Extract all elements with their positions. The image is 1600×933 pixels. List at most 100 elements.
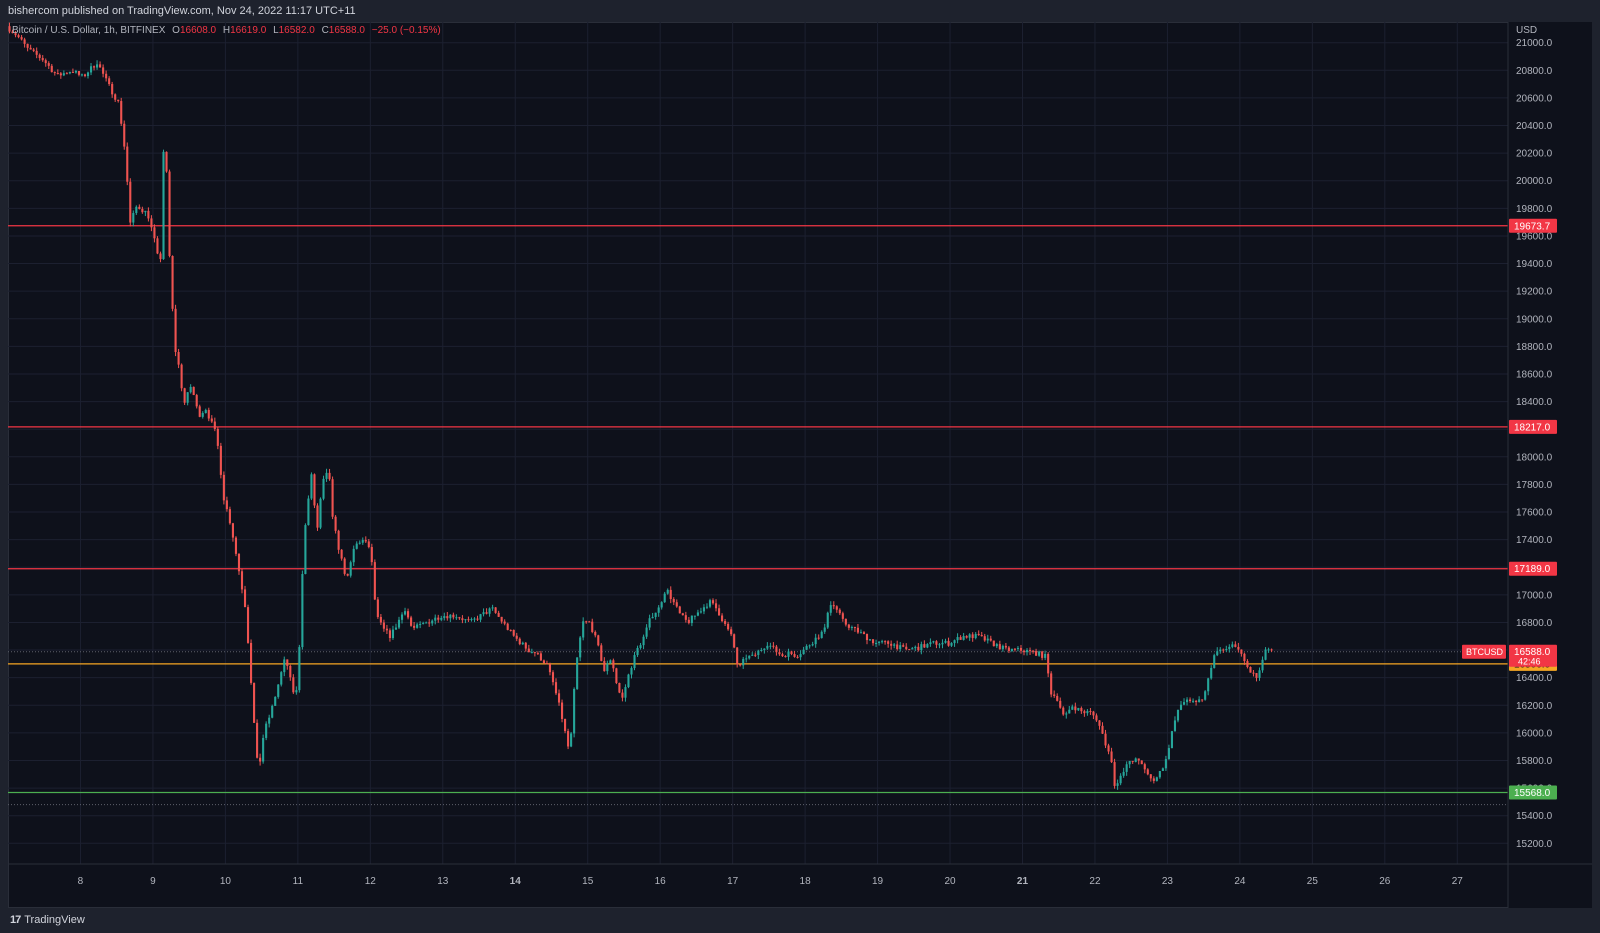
candle-body — [699, 611, 702, 613]
candle-body — [440, 618, 443, 620]
candle-body — [717, 608, 721, 616]
candle-body — [1152, 778, 1155, 781]
candle-body — [1192, 700, 1195, 702]
y-tick-label: 20600.0 — [1516, 93, 1553, 104]
candle-body — [754, 654, 757, 656]
candle-body — [14, 33, 17, 36]
candle-body — [253, 682, 256, 723]
candle-body — [684, 615, 687, 620]
candle-body — [65, 73, 68, 75]
candle-body — [902, 645, 905, 647]
candle-body — [105, 73, 108, 79]
candle-body — [554, 682, 558, 694]
candle-body — [787, 651, 790, 657]
candle-body — [364, 540, 367, 542]
candle-body — [769, 645, 772, 647]
candle-body — [304, 525, 307, 575]
candle-body — [687, 619, 690, 624]
candle-body — [240, 571, 244, 590]
candle-body — [71, 71, 74, 73]
candle-body — [120, 101, 123, 124]
candle-body — [44, 60, 47, 64]
candle-body — [461, 618, 464, 621]
candle-body — [77, 70, 81, 75]
candle-body — [141, 208, 144, 213]
x-tick-label: 17 — [727, 876, 739, 887]
level-labels: 19673.718217.017189.016500.015568.016588… — [1462, 218, 1557, 800]
x-tick-label: 20 — [944, 876, 956, 887]
candle-body — [213, 421, 216, 429]
price-chart[interactable]: USD 21000.0 20800.0 20600.0 20400.0 20200.0 20… — [8, 22, 1592, 908]
candle-body — [234, 537, 238, 554]
candle-body — [597, 635, 600, 646]
candle-body — [1019, 647, 1023, 651]
candle-body — [1116, 783, 1119, 786]
candle-body — [307, 498, 310, 526]
candle-body — [17, 35, 20, 38]
candle-body — [1198, 699, 1201, 703]
candle-body — [355, 543, 358, 549]
candle-body — [485, 612, 488, 614]
y-tick-label: 20400.0 — [1516, 121, 1553, 132]
candle-body — [96, 64, 99, 68]
candle-body — [310, 474, 313, 499]
candle-body — [530, 652, 533, 654]
candle-body — [1131, 760, 1134, 762]
candle-body — [548, 664, 552, 673]
candle-body — [334, 516, 337, 531]
candle-body — [1270, 649, 1273, 651]
candle-body — [736, 647, 739, 665]
y-tick-label: 18000.0 — [1516, 452, 1553, 463]
candle-body — [950, 643, 953, 646]
candle-body — [343, 558, 346, 574]
candle-body — [328, 472, 331, 480]
candle-body — [1231, 644, 1234, 647]
candle-body — [373, 562, 376, 600]
candle-body — [1234, 644, 1237, 647]
candle-body — [621, 692, 624, 698]
y-tick-label: 15800.0 — [1516, 756, 1553, 767]
candle-body — [878, 641, 881, 643]
candle-body — [216, 428, 219, 446]
candle-body — [1204, 691, 1207, 700]
candle-body — [410, 617, 413, 626]
candle-body — [567, 731, 570, 747]
candle-body — [189, 386, 192, 393]
candle-body — [1246, 661, 1249, 667]
candle-body — [265, 723, 268, 738]
candle-body — [551, 672, 555, 683]
candle-body — [1098, 720, 1101, 726]
candle-body — [742, 658, 745, 666]
candle-body — [1113, 762, 1116, 786]
candle-body — [672, 599, 675, 603]
candle-body — [1182, 702, 1186, 705]
candle-body — [29, 47, 32, 50]
candle-body — [186, 392, 189, 403]
candle-body — [896, 644, 899, 650]
candle-body — [721, 615, 724, 622]
low-value: 16582.0 — [278, 25, 315, 36]
candle-body — [1068, 709, 1071, 714]
candle-body — [1267, 649, 1270, 651]
candle-body — [557, 693, 561, 703]
candle-body — [612, 660, 615, 669]
candle-body — [361, 540, 364, 543]
countdown-label: 42:46 — [1518, 657, 1541, 667]
y-tick-label: 16800.0 — [1516, 618, 1553, 629]
candle-body — [509, 629, 512, 631]
candle-body — [1016, 647, 1020, 649]
candle-body — [974, 633, 977, 639]
candle-body — [1219, 649, 1222, 652]
candle-body — [413, 625, 416, 628]
candle-body — [434, 617, 437, 621]
candle-body — [1161, 768, 1164, 772]
brand[interactable]: 17 TradingView — [10, 914, 85, 926]
candle-body — [536, 653, 539, 655]
candle-body — [162, 151, 165, 260]
candle-body — [1155, 777, 1158, 781]
candle-body — [92, 66, 96, 68]
high-value: 16619.0 — [230, 25, 267, 36]
candle-body — [808, 645, 811, 647]
candle-body — [1222, 649, 1225, 651]
candle-body — [1089, 711, 1092, 713]
